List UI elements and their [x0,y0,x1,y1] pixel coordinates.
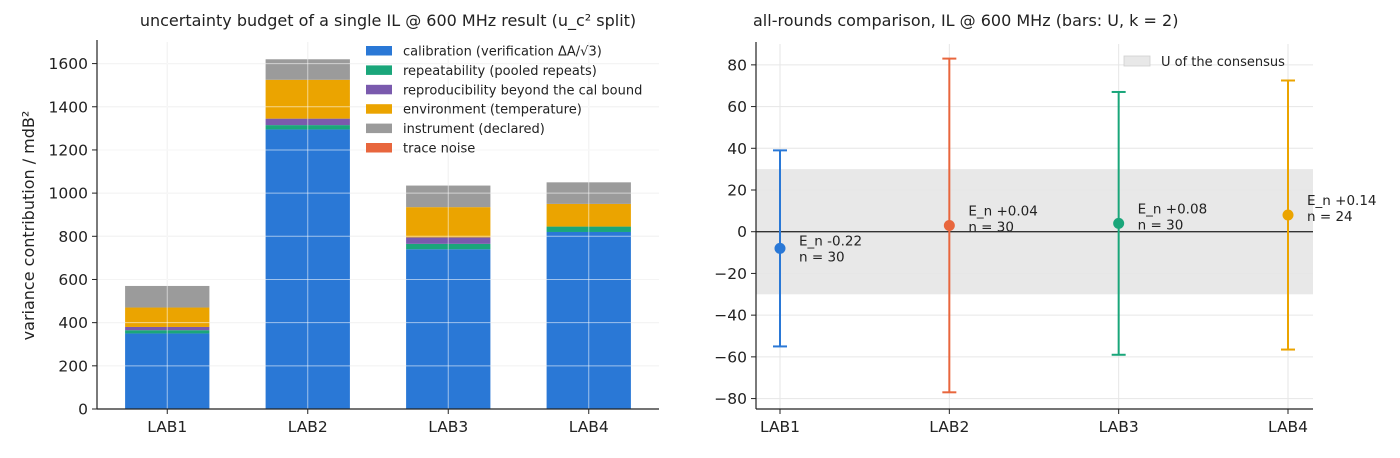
y-tick-label: 1200 [49,141,88,159]
data-point [1282,209,1294,221]
n-annotation: n = 30 [968,219,1014,235]
x-tick-label: LAB2 [929,418,969,436]
n-annotation: n = 30 [799,249,845,265]
y-tick-label: 200 [58,357,88,375]
en-annotation: E_n +0.14 [1307,193,1377,209]
x-tick-label: LAB2 [288,418,328,436]
y-tick-label: 600 [58,271,88,289]
y-tick-label: 40 [727,140,747,158]
legend-entry: calibration (verification ΔA/√3) [403,45,602,60]
x-tick-label: LAB4 [1268,418,1308,436]
y-tick-label: −20 [714,265,747,283]
n-annotation: n = 24 [1307,209,1353,225]
y-tick-label: −40 [714,307,747,325]
legend-entry: reproducibility beyond the cal bound [403,83,642,98]
legend-entry: trace noise [403,142,475,157]
x-tick-label: LAB3 [428,418,468,436]
en-annotation: E_n +0.08 [1138,201,1208,217]
legend-swatch [366,65,392,75]
y-tick-label: 800 [58,228,88,246]
legend-entry: U of the consensus [1161,55,1285,70]
y-tick-label: −60 [714,348,747,366]
en-annotation: E_n +0.04 [968,203,1038,219]
data-point [774,242,786,254]
legend-swatch [1123,55,1151,67]
y-axis-label: variance contribution / mdB² [19,111,38,341]
n-annotation: n = 30 [1138,217,1184,233]
variance-budget-chart: 0 200 400 600 800 1000 1200 1400 1600 LAB1 LAB2 LAB… [19,11,659,436]
legend-entry: instrument (declared) [403,122,545,137]
y-tick-label: 0 [737,223,747,241]
legend-swatch [366,84,392,95]
chart-title: all-rounds comparison, IL @ 600 MHz (bar… [753,11,1178,30]
legend-swatch [366,123,392,134]
y-tick-label: 1400 [49,98,88,116]
y-tick-label: 20 [727,182,747,200]
x-tick-label: LAB3 [1099,418,1139,436]
legend-entry: environment (temperature) [403,103,582,118]
data-point [1113,217,1125,229]
legend-swatch [366,104,392,114]
x-tick-label: LAB4 [569,418,609,436]
x-tick-label: LAB1 [760,418,800,436]
y-tick-label: 80 [727,56,747,74]
y-tick-label: 60 [727,98,747,116]
y-tick-label: −80 [714,390,747,408]
data-point [943,219,955,231]
y-tick-label: 1000 [49,185,88,203]
legend-swatch [366,46,392,56]
en-annotation: E_n -0.22 [799,233,862,249]
legend-entry: repeatability (pooled repeats) [403,64,597,79]
y-tick-label: 1600 [49,55,88,73]
x-tick-label: LAB1 [147,418,187,436]
legend-swatch [366,143,392,153]
chart-title: uncertainty budget of a single IL @ 600 … [140,11,636,31]
y-tick-label: 400 [58,314,88,332]
y-tick-label: 0 [78,401,88,419]
